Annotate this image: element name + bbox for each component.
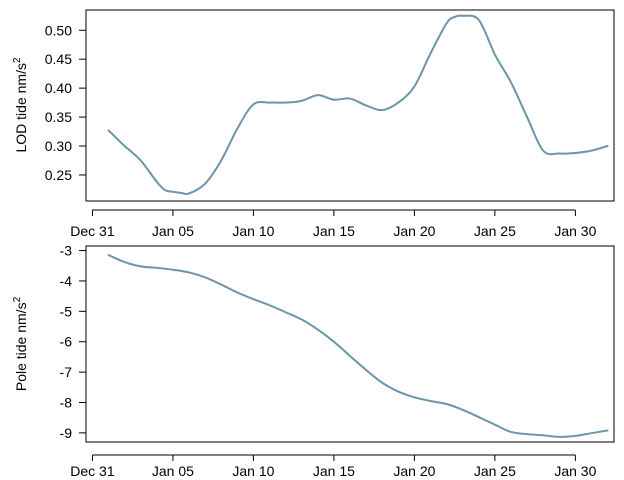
- lod-y-tick-label-1: 0.30: [45, 138, 72, 154]
- lod-y-tick-label-2: 0.35: [45, 109, 72, 125]
- pole-series-line-0: [107, 254, 609, 438]
- lod-x-tick-label-6: Jan 30: [554, 223, 596, 239]
- lod-y-tick-label-0: 0.25: [45, 167, 72, 183]
- lod-tide-panel: 0.25 0.30 0.35 0.40 0.45 0.50 Dec 31 Jan 05 Jan …: [12, 9, 615, 239]
- pole-y-tick-label-6: -3: [60, 243, 73, 259]
- lod-x-tick-label-4: Jan 20: [393, 223, 435, 239]
- lod-x-tick-label-1: Jan 05: [152, 223, 194, 239]
- pole-x-tick-label-1: Jan 05: [152, 463, 194, 479]
- pole-x-tick-label-2: Jan 10: [232, 463, 274, 479]
- pole-plot-frame: [85, 245, 615, 443]
- pole-x-tick-label-5: Jan 25: [474, 463, 516, 479]
- pole-tide-panel: -9 -8 -7 -6 -5 -4 -3 Dec 31 Jan 05 Jan 10 Jan 15 Ja…: [12, 243, 615, 479]
- pole-x-tick-label-0: Dec 31: [70, 463, 115, 479]
- pole-x-tick-label-3: Jan 15: [313, 463, 355, 479]
- lod-plot-frame: [85, 9, 615, 202]
- lod-x-tick-label-5: Jan 25: [474, 223, 516, 239]
- pole-y-tick-label-4: -5: [60, 303, 73, 319]
- lod-y-axis-label-sup: 2: [12, 57, 23, 63]
- lod-y-tick-label-4: 0.45: [45, 51, 72, 67]
- lod-x-tick-label-2: Jan 10: [232, 223, 274, 239]
- pole-x-tick-label-4: Jan 20: [393, 463, 435, 479]
- pole-y-tick-label-5: -4: [60, 273, 73, 289]
- lod-plot-marks: 0.25 0.30 0.35 0.40 0.45 0.50 Dec 31 Jan 05 Jan …: [45, 14, 609, 239]
- pole-y-tick-label-3: -6: [60, 334, 73, 350]
- pole-plot-marks: -9 -8 -7 -6 -5 -4 -3 Dec 31 Jan 05 Jan 10 Jan 15 Ja…: [60, 243, 609, 479]
- lod-x-tick-label-0: Dec 31: [70, 223, 115, 239]
- lod-series-line-0: [107, 14, 609, 196]
- pole-y-tick-label-2: -7: [60, 364, 73, 380]
- lod-y-tick-label-5: 0.50: [45, 22, 72, 38]
- lod-y-axis-label-text: LOD tide nm/s: [13, 63, 29, 152]
- lod-x-tick-label-3: Jan 15: [313, 223, 355, 239]
- lod-y-axis-label: LOD tide nm/s2: [12, 57, 29, 152]
- pole-y-tick-label-0: -9: [60, 425, 73, 441]
- pole-y-tick-label-1: -8: [60, 394, 73, 410]
- pole-y-axis-label-text: Pole tide nm/s: [13, 302, 29, 391]
- pole-y-axis-label-sup: 2: [12, 296, 23, 302]
- lod-y-tick-label-3: 0.40: [45, 80, 72, 96]
- pole-x-tick-label-6: Jan 30: [554, 463, 596, 479]
- pole-y-axis-label: Pole tide nm/s2: [12, 296, 29, 391]
